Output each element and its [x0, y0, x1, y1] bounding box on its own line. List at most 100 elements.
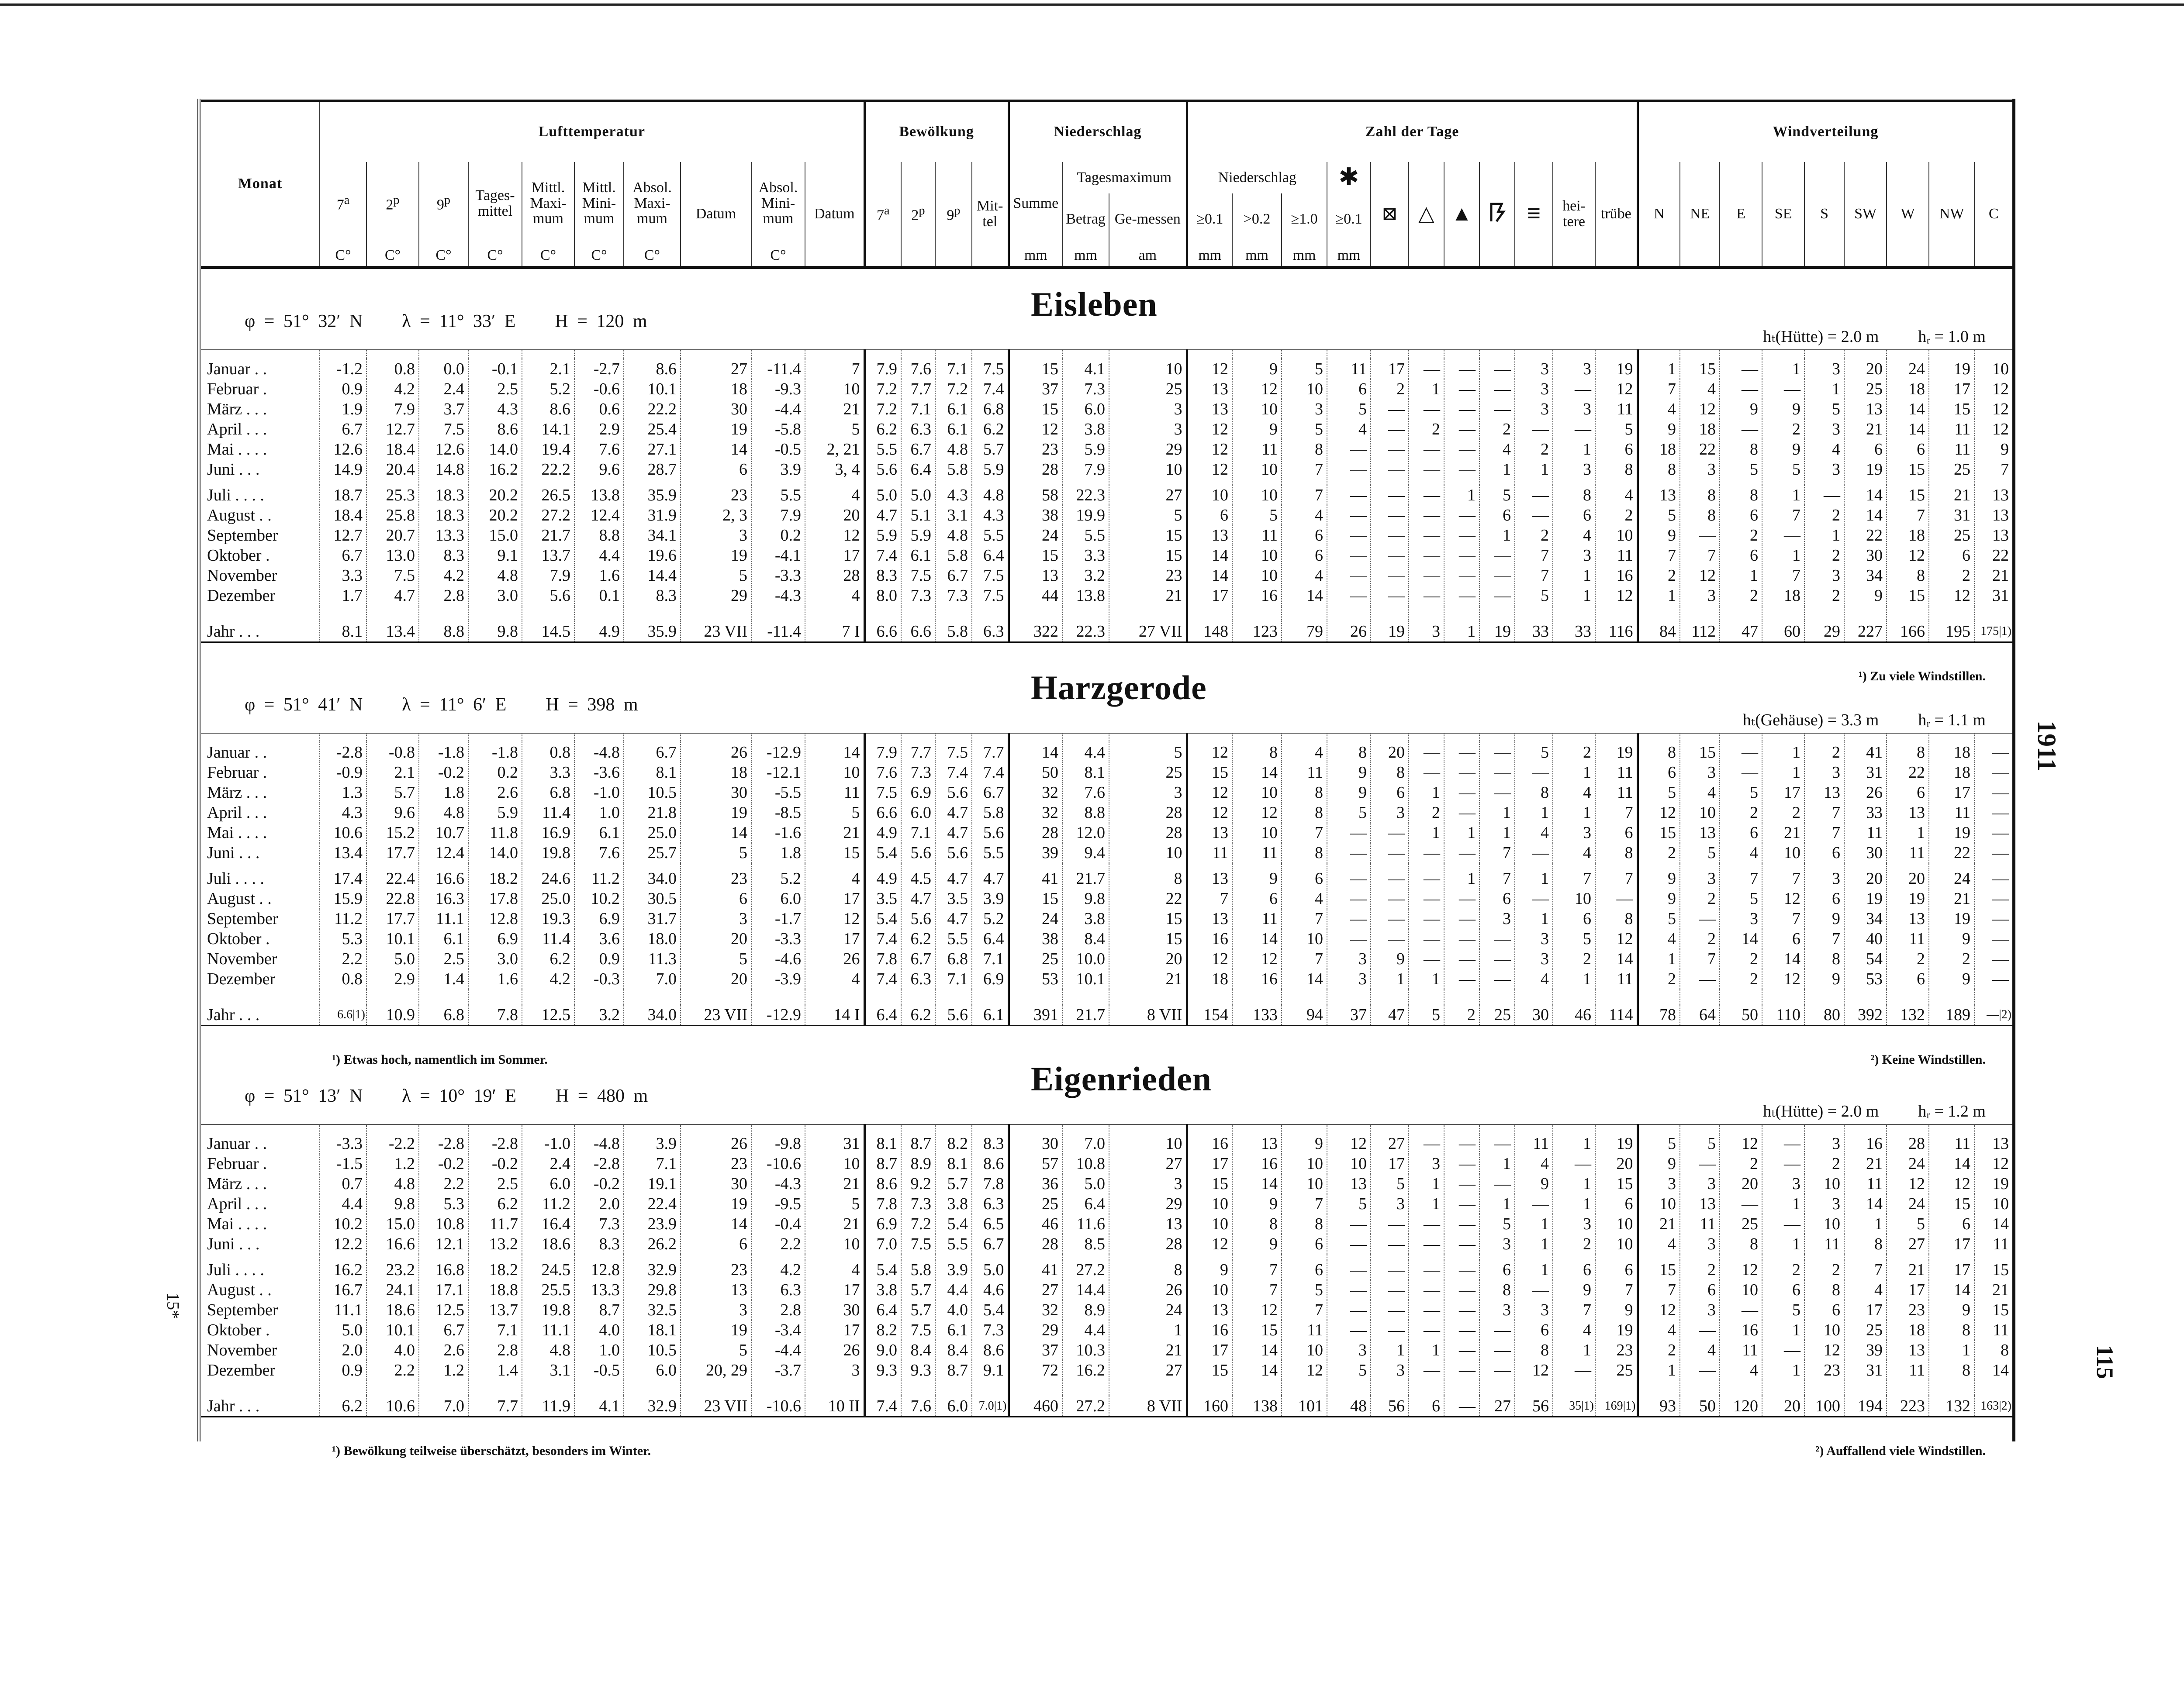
cell-wind-ne: 3: [1679, 1300, 1720, 1320]
cell-days-snow-cover: —: [1370, 525, 1409, 545]
cell-temp-9p: 5.3: [418, 1194, 468, 1214]
station-name: Eisleben: [1031, 285, 1158, 323]
cell-days-thunder: —: [1479, 545, 1515, 565]
cell-temp-2p: 5.0: [366, 949, 419, 969]
cell-wind-n: 1: [1636, 949, 1680, 969]
cell-precip-betrag: 4.4: [1062, 1320, 1109, 1340]
filled-triangle-icon: ▲: [1444, 162, 1480, 268]
cell-days-snow-cover: 1: [1370, 1340, 1409, 1360]
cell-precip-betrag: 13.8: [1062, 586, 1109, 606]
cell-days-ge-1-0: 10: [1281, 1154, 1327, 1174]
cell-wind-se: 12: [1762, 889, 1804, 909]
cell-tagesmittel: 6.2: [468, 1194, 522, 1214]
cell-wind-s: 2: [1804, 545, 1844, 565]
month-label: Juni . . .: [207, 460, 260, 479]
cell-temp-2p: 12.7: [366, 419, 419, 439]
cell-tagesmittel: 1.6: [468, 969, 522, 989]
cell-wind-sw: 31: [1844, 762, 1887, 783]
cell-wind-w: 11: [1886, 929, 1929, 949]
cell-wind-w: 6: [1886, 439, 1929, 459]
cell-wind-c: —|2): [1974, 1005, 2012, 1026]
cell-cloud-mittel: 4.6: [971, 1280, 1009, 1300]
cell-precip-betrag: 21.7: [1062, 869, 1109, 889]
cell-absol-min: -3.3: [751, 929, 805, 949]
cell-precip-gemessen: 28: [1109, 823, 1187, 843]
cell-precip-gemessen: 20: [1109, 949, 1187, 969]
cell-temp-7a: -0.9: [319, 762, 366, 783]
cell-days-fog: 3: [1514, 359, 1553, 379]
cell-days-ice: —: [1444, 949, 1479, 969]
cell-datum-min: 10: [805, 1154, 864, 1174]
cell-days-gt-0-2: 14: [1232, 1174, 1282, 1194]
cell-temp-9p: 17.1: [418, 1280, 468, 1300]
cell-temp-9p: 1.4: [418, 969, 468, 989]
cell-absol-min: 4.2: [751, 1260, 805, 1280]
cell-wind-n: 5: [1636, 505, 1680, 525]
cell-wind-nw: 15: [1928, 1194, 1974, 1214]
cell-days-ge-0-1: 13: [1185, 525, 1232, 545]
table-frame: [197, 99, 2015, 1441]
cell-temp-2p: 22.4: [366, 869, 419, 889]
cell-days-ge-1-0: 8: [1281, 1214, 1327, 1234]
cell-days-heitere: 1: [1552, 969, 1595, 989]
cell-days-ice: 1: [1444, 823, 1479, 843]
cell-days-truebe: 6: [1595, 823, 1638, 843]
cell-datum-min: 5: [805, 419, 864, 439]
cell-datum-min: 21: [805, 1174, 864, 1194]
cell-datum-min: 5: [805, 803, 864, 823]
cell-temp-2p: 4.2: [366, 379, 419, 399]
cell-wind-se: 1: [1762, 545, 1804, 565]
cell-days-truebe: 6: [1595, 439, 1638, 459]
cell-datum-max: 20: [680, 969, 751, 989]
cell-wind-sw: 53: [1844, 969, 1887, 989]
cell-days-snow: 13: [1327, 1174, 1371, 1194]
cell-days-truebe: 5: [1595, 419, 1638, 439]
cell-wind-se: 60: [1762, 621, 1804, 642]
instrument-height-ht: hₜ(Hütte) = 2.0 m: [1763, 328, 1879, 346]
cell-wind-sw: 14: [1844, 485, 1887, 505]
month-label: September: [207, 526, 278, 545]
cell-days-truebe: 6: [1595, 1260, 1638, 1280]
cell-absol-max: 34.1: [623, 525, 681, 545]
cell-wind-c: —: [1974, 889, 2012, 909]
cell-datum-min: 3, 4: [805, 459, 864, 479]
cell-wind-s: 29: [1804, 621, 1844, 642]
cell-temp-7a: 0.7: [319, 1174, 366, 1194]
cell-cloud-9p: 4.4: [935, 1280, 972, 1300]
cell-wind-n: 2: [1636, 1340, 1680, 1360]
cell-precip-betrag: 5.0: [1062, 1174, 1109, 1194]
cell-cloud-7a: 7.4: [863, 929, 901, 949]
cell-precip-betrag: 6.4: [1062, 1194, 1109, 1214]
table-row: März . . . 0.7 4.8 2.2 2.5 6.0 -0.2 19.1 30 -4.3 2…: [201, 1174, 2012, 1194]
cell-days-truebe: 6: [1595, 1194, 1638, 1214]
cell-temp-9p: 2.8: [418, 586, 468, 606]
table-row: August . . 18.4 25.8 18.3 20.2 27.2 12.4 31.9 2,…: [201, 505, 2012, 525]
cell-temp-7a: 10.2: [319, 1214, 366, 1234]
cell-days-thunder: 5: [1479, 485, 1515, 505]
cell-precip-gemessen: 10: [1109, 1134, 1187, 1154]
cell-absol-min: -0.4: [751, 1214, 805, 1234]
cell-temp-2p: 7.9: [366, 399, 419, 419]
cell-days-ice: —: [1444, 1300, 1479, 1320]
cell-wind-se: —: [1762, 379, 1804, 399]
month-label: August . .: [207, 1281, 272, 1299]
cell-temp-2p: 25.3: [366, 485, 419, 505]
unit-mm: mm: [1232, 245, 1282, 268]
cell-wind-sw: 11: [1844, 1174, 1887, 1194]
cell-precip-summe: 14: [1007, 742, 1062, 762]
cell-days-ge-0-1: 12: [1185, 1234, 1232, 1254]
cell-wind-c: —: [1974, 909, 2012, 929]
cell-cloud-mittel: 5.8: [971, 803, 1009, 823]
cell-days-ice: 1: [1444, 869, 1479, 889]
cell-wind-nw: 9: [1928, 969, 1974, 989]
cell-days-thunder: 3: [1479, 1300, 1515, 1320]
cell-days-fog: —: [1514, 505, 1553, 525]
cell-days-gt-0-2: 13: [1232, 1134, 1282, 1154]
cell-temp-7a: 4.3: [319, 803, 366, 823]
cell-absol-min: 0.2: [751, 525, 805, 545]
cell-precip-gemessen: 8: [1109, 869, 1187, 889]
cell-wind-w: 6: [1886, 969, 1929, 989]
cell-days-snow: 3: [1327, 949, 1371, 969]
cell-tagesmittel: 2.8: [468, 1340, 522, 1360]
month-label: Mai . . . .: [207, 1215, 267, 1233]
